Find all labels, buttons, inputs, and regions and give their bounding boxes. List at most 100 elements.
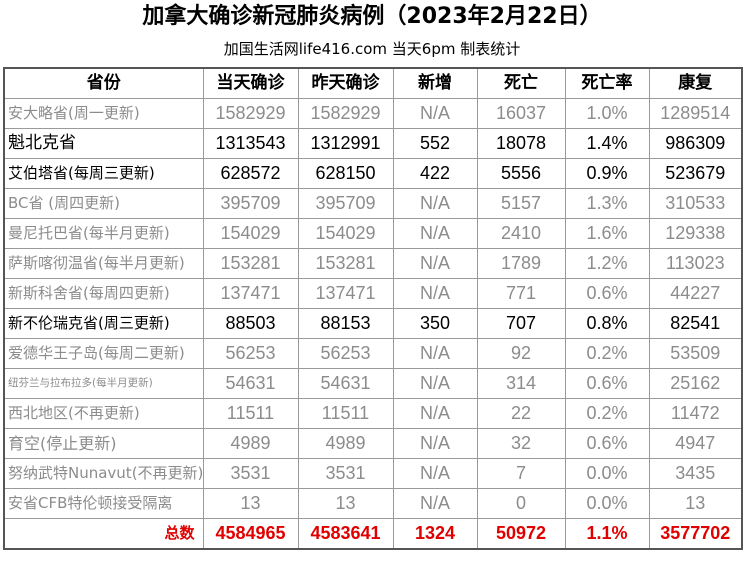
table-row: BC省 (周四更新) 395709 395709 N/A 5157 1.3% 3… bbox=[3, 188, 743, 219]
new-cases: 552 bbox=[392, 128, 478, 159]
recovered: 82541 bbox=[648, 308, 743, 339]
table-row: 育空(停止更新) 4989 4989 N/A 32 0.6% 4947 bbox=[3, 428, 743, 459]
new-cases: N/A bbox=[392, 278, 478, 309]
new-cases: N/A bbox=[392, 428, 478, 459]
yesterday-cases: 11511 bbox=[297, 398, 394, 429]
new-cases: N/A bbox=[392, 98, 478, 129]
deaths: 92 bbox=[476, 338, 566, 369]
death-rate: 0.0% bbox=[564, 488, 650, 519]
new-cases: N/A bbox=[392, 488, 478, 519]
deaths: 7 bbox=[476, 458, 566, 489]
today-cases: 11511 bbox=[202, 398, 299, 429]
deaths: 18078 bbox=[476, 128, 566, 159]
table-row: 萨斯喀彻温省(每半月更新) 153281 153281 N/A 1789 1.2… bbox=[3, 248, 743, 279]
new-cases: 350 bbox=[392, 308, 478, 339]
province-name: 安大略省(周一更新) bbox=[3, 98, 204, 129]
province-name: 萨斯喀彻温省(每半月更新) bbox=[3, 248, 204, 279]
death-rate: 0.6% bbox=[564, 278, 650, 309]
yesterday-cases: 154029 bbox=[297, 218, 394, 249]
province-name: 新不伦瑞克省(周三更新) bbox=[3, 308, 204, 339]
page-title: 加拿大确诊新冠肺炎病例（2023年2月22日） bbox=[142, 4, 602, 29]
deaths: 1789 bbox=[476, 248, 566, 279]
deaths: 5556 bbox=[476, 158, 566, 189]
new-cases: 422 bbox=[392, 158, 478, 189]
today-cases: 1582929 bbox=[202, 98, 299, 129]
table-row: 艾伯塔省(每周三更新) 628572 628150 422 5556 0.9% … bbox=[3, 158, 743, 189]
today-cases: 56253 bbox=[202, 338, 299, 369]
recovered: 986309 bbox=[648, 128, 743, 159]
table-row: 西北地区(不再更新) 11511 11511 N/A 22 0.2% 11472 bbox=[3, 398, 743, 429]
death-rate: 1.2% bbox=[564, 248, 650, 279]
province-name: 魁北克省 bbox=[3, 128, 204, 159]
covid-stats-table: 省份 当天确诊 昨天确诊 新增 死亡 死亡率 康复 安大略省(周一更新) 158… bbox=[3, 67, 743, 550]
yesterday-cases: 628150 bbox=[297, 158, 394, 189]
death-rate: 0.6% bbox=[564, 428, 650, 459]
column-header-new: 新增 bbox=[392, 67, 478, 99]
recovered: 25162 bbox=[648, 368, 743, 399]
total-new-cases: 1324 bbox=[392, 518, 478, 550]
deaths: 314 bbox=[476, 368, 566, 399]
today-cases: 628572 bbox=[202, 158, 299, 189]
death-rate: 0.6% bbox=[564, 368, 650, 399]
total-deaths: 50972 bbox=[476, 518, 566, 550]
today-cases: 54631 bbox=[202, 368, 299, 399]
new-cases: N/A bbox=[392, 218, 478, 249]
recovered: 129338 bbox=[648, 218, 743, 249]
today-cases: 13 bbox=[202, 488, 299, 519]
column-header-province: 省份 bbox=[3, 67, 204, 99]
death-rate: 0.0% bbox=[564, 458, 650, 489]
death-rate: 0.2% bbox=[564, 398, 650, 429]
yesterday-cases: 88153 bbox=[297, 308, 394, 339]
province-name: 新斯科舍省(每周四更新) bbox=[3, 278, 204, 309]
recovered: 523679 bbox=[648, 158, 743, 189]
death-rate: 1.3% bbox=[564, 188, 650, 219]
recovered: 1289514 bbox=[648, 98, 743, 129]
yesterday-cases: 1312991 bbox=[297, 128, 394, 159]
table-row: 安省CFB特伦顿接受隔离 13 13 N/A 0 0.0% 13 bbox=[3, 488, 743, 519]
new-cases: N/A bbox=[392, 188, 478, 219]
recovered: 4947 bbox=[648, 428, 743, 459]
yesterday-cases: 137471 bbox=[297, 278, 394, 309]
province-name: 艾伯塔省(每周三更新) bbox=[3, 158, 204, 189]
table-row: 新斯科舍省(每周四更新) 137471 137471 N/A 771 0.6% … bbox=[3, 278, 743, 309]
new-cases: N/A bbox=[392, 338, 478, 369]
new-cases: N/A bbox=[392, 368, 478, 399]
deaths: 32 bbox=[476, 428, 566, 459]
recovered: 113023 bbox=[648, 248, 743, 279]
table-row: 新不伦瑞克省(周三更新) 88503 88153 350 707 0.8% 82… bbox=[3, 308, 743, 339]
yesterday-cases: 56253 bbox=[297, 338, 394, 369]
today-cases: 153281 bbox=[202, 248, 299, 279]
total-row: 总数 4584965 4583641 1324 50972 1.1% 35777… bbox=[3, 518, 743, 550]
deaths: 771 bbox=[476, 278, 566, 309]
death-rate: 0.9% bbox=[564, 158, 650, 189]
province-name: 育空(停止更新) bbox=[3, 428, 204, 459]
recovered: 310533 bbox=[648, 188, 743, 219]
column-header-recovered: 康复 bbox=[648, 67, 743, 99]
death-rate: 0.8% bbox=[564, 308, 650, 339]
recovered: 11472 bbox=[648, 398, 743, 429]
yesterday-cases: 13 bbox=[297, 488, 394, 519]
table-row: 爱德华王子岛(每周二更新) 56253 56253 N/A 92 0.2% 53… bbox=[3, 338, 743, 369]
death-rate: 1.0% bbox=[564, 98, 650, 129]
recovered: 13 bbox=[648, 488, 743, 519]
column-header-yesterday: 昨天确诊 bbox=[297, 67, 394, 99]
total-death-rate: 1.1% bbox=[564, 518, 650, 550]
yesterday-cases: 1582929 bbox=[297, 98, 394, 129]
total-label: 总数 bbox=[3, 518, 204, 550]
yesterday-cases: 3531 bbox=[297, 458, 394, 489]
province-name: 安省CFB特伦顿接受隔离 bbox=[3, 488, 204, 519]
deaths: 16037 bbox=[476, 98, 566, 129]
table-row: 纽芬兰与拉布拉多(每半月更新) 54631 54631 N/A 314 0.6%… bbox=[3, 368, 743, 399]
column-header-today: 当天确诊 bbox=[202, 67, 299, 99]
province-name: BC省 (周四更新) bbox=[3, 188, 204, 219]
province-name: 努纳武特Nunavut(不再更新) bbox=[3, 458, 204, 489]
yesterday-cases: 395709 bbox=[297, 188, 394, 219]
column-header-deaths: 死亡 bbox=[476, 67, 566, 99]
death-rate: 0.2% bbox=[564, 338, 650, 369]
yesterday-cases: 54631 bbox=[297, 368, 394, 399]
new-cases: N/A bbox=[392, 398, 478, 429]
page-subtitle: 加国生活网life416.com 当天6pm 制表统计 bbox=[223, 40, 521, 58]
table-row: 安大略省(周一更新) 1582929 1582929 N/A 16037 1.0… bbox=[3, 98, 743, 129]
table-row: 魁北克省 1313543 1312991 552 18078 1.4% 9863… bbox=[3, 128, 743, 159]
deaths: 5157 bbox=[476, 188, 566, 219]
